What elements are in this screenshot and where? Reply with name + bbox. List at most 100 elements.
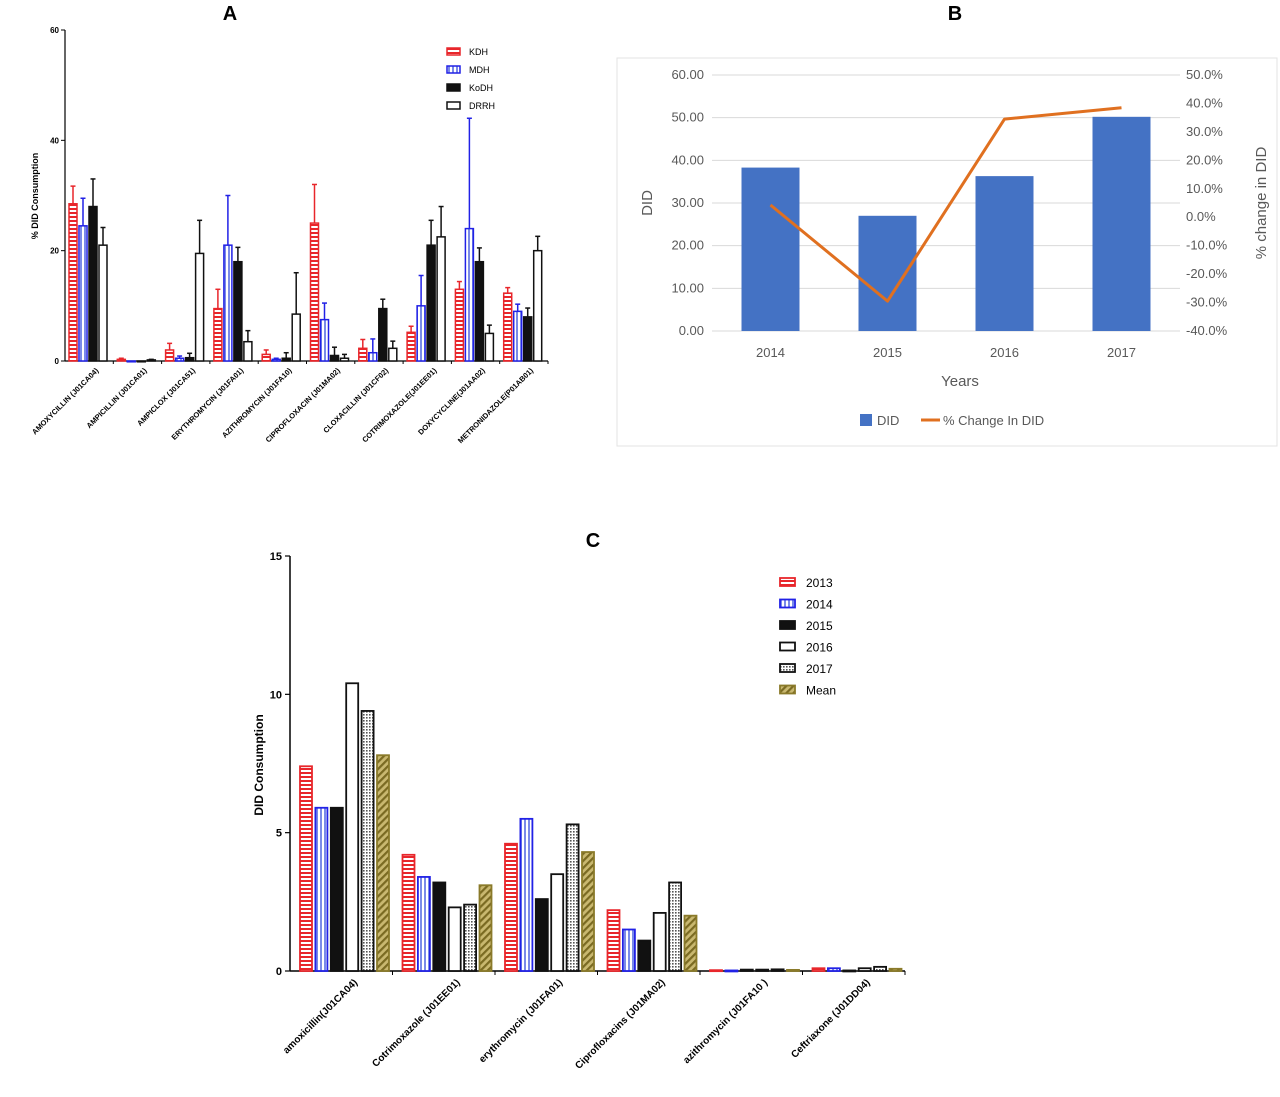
x-tick-label: Cotrimoxazole (J01EE01) <box>370 977 462 1069</box>
bar-a-kdh <box>261 353 271 362</box>
bar-a-mdh <box>126 360 137 363</box>
bar-c-2017 <box>565 823 580 972</box>
x-tick-label: erythromycin (J01FA01) <box>477 977 565 1065</box>
legend-swatch <box>446 101 461 110</box>
legend-label: DRRH <box>469 101 495 111</box>
y-tick-label: 5 <box>276 828 282 840</box>
bar-c-2013 <box>811 967 826 972</box>
y-tick-label: 10.00 <box>671 280 704 295</box>
bar-a-kdh <box>406 331 416 362</box>
legend-swatch <box>779 641 796 652</box>
bar-did <box>858 215 917 331</box>
bar-a-drrh <box>484 332 495 362</box>
legend-label-line: % Change In DID <box>943 413 1044 428</box>
bar-a-kodh <box>233 260 243 362</box>
bar-a-mdh <box>368 351 378 362</box>
x-axis-title: Years <box>941 373 979 390</box>
bar-a-kodh <box>88 205 98 362</box>
x-tick-label: 2014 <box>756 345 785 360</box>
bar-c-2017 <box>770 968 785 972</box>
x-tick-label: 2016 <box>990 345 1019 360</box>
y2-tick-label: -40.0% <box>1186 323 1228 338</box>
y-tick-label: 60 <box>50 26 59 35</box>
y2-tick-label: 40.0% <box>1186 95 1223 110</box>
y-tick-label: 0 <box>276 966 282 978</box>
bar-a-kodh <box>329 354 340 362</box>
bar-a-drrh <box>194 252 205 362</box>
bar-c-2013 <box>709 969 723 973</box>
bar-c-2014 <box>519 817 534 972</box>
bar-c-mean <box>376 754 390 972</box>
bar-a-drrh <box>339 357 350 362</box>
bar-a-kdh <box>164 349 175 362</box>
bar-a-mdh <box>512 310 523 362</box>
bar-c-2013 <box>299 765 313 972</box>
panel-label-c: C <box>586 530 600 552</box>
bar-c-mean <box>888 967 903 972</box>
x-tick-label: 2015 <box>873 345 902 360</box>
bar-a-drrh <box>532 249 543 362</box>
x-tick-label: Ceftriaxone (J01DD04) <box>789 977 872 1060</box>
bar-a-drrh <box>436 236 446 362</box>
y-tick-label: 30.00 <box>671 195 704 210</box>
bar-a-kodh <box>136 360 147 363</box>
bar-c-2014 <box>827 967 841 972</box>
legend-label: 2016 <box>806 641 833 655</box>
bar-c-2015 <box>739 968 754 972</box>
legend-label-did: DID <box>877 413 899 428</box>
bar-a-kdh <box>502 292 513 362</box>
bar-a-kdh <box>68 203 78 362</box>
y-axis-title: DID <box>639 190 656 216</box>
bar-c-2015 <box>329 806 344 972</box>
bar-c-2016 <box>652 912 667 972</box>
bar-a-mdh <box>174 357 185 362</box>
x-tick-label: amoxicillin(J01CA04) <box>281 977 360 1056</box>
y2-tick-label: 10.0% <box>1186 181 1223 196</box>
x-tick-label: azithromycin (J01FA10 ) <box>681 977 770 1066</box>
panel-label-b: B <box>948 3 962 25</box>
bar-c-2015 <box>637 939 652 972</box>
bar-a-drrh <box>243 340 253 362</box>
bar-c-mean <box>581 851 595 972</box>
bar-a-kdh <box>116 358 127 362</box>
bar-a-drrh <box>388 347 398 362</box>
bar-a-kodh <box>184 356 195 362</box>
legend-label: KDH <box>469 47 488 57</box>
bar-c-mean <box>683 914 698 972</box>
legend-swatch <box>779 620 796 630</box>
y-tick-label: 20 <box>50 247 59 256</box>
bar-c-mean <box>478 884 493 972</box>
bar-a-kodh <box>281 357 291 362</box>
y-tick-label: 20.00 <box>671 238 704 253</box>
legend-label: MDH <box>469 65 490 75</box>
legend-label: 2017 <box>806 662 833 676</box>
legend-swatch <box>779 598 796 609</box>
legend-label: 2014 <box>806 598 833 612</box>
y2-tick-label: -10.0% <box>1186 238 1228 253</box>
bar-a-kodh <box>474 260 485 362</box>
y2-tick-label: 50.0% <box>1186 67 1223 82</box>
legend-swatch <box>779 684 796 695</box>
bar-c-2017 <box>668 881 682 972</box>
bar-a-kodh <box>522 316 533 362</box>
y-tick-label: 60.00 <box>671 67 704 82</box>
bar-a-mdh <box>416 305 426 362</box>
bar-a-kdh <box>309 222 320 362</box>
bar-a-kodh <box>378 307 388 362</box>
bar-c-2014 <box>622 928 636 972</box>
bar-a-mdh <box>271 358 281 362</box>
bar-a-drrh <box>291 313 301 362</box>
bar-c-2017 <box>873 965 887 972</box>
y2-axis-title: % change in DID <box>1253 147 1270 260</box>
y-tick-label: 10 <box>270 689 282 701</box>
bar-did <box>741 167 800 331</box>
bar-c-2014 <box>314 806 329 972</box>
bar-c-2016 <box>447 906 462 972</box>
legend-label: KoDH <box>469 83 493 93</box>
legend-label: 2015 <box>806 619 833 633</box>
bar-c-2016 <box>345 682 360 972</box>
y2-tick-label: 30.0% <box>1186 124 1223 139</box>
y2-tick-label: -20.0% <box>1186 266 1228 281</box>
